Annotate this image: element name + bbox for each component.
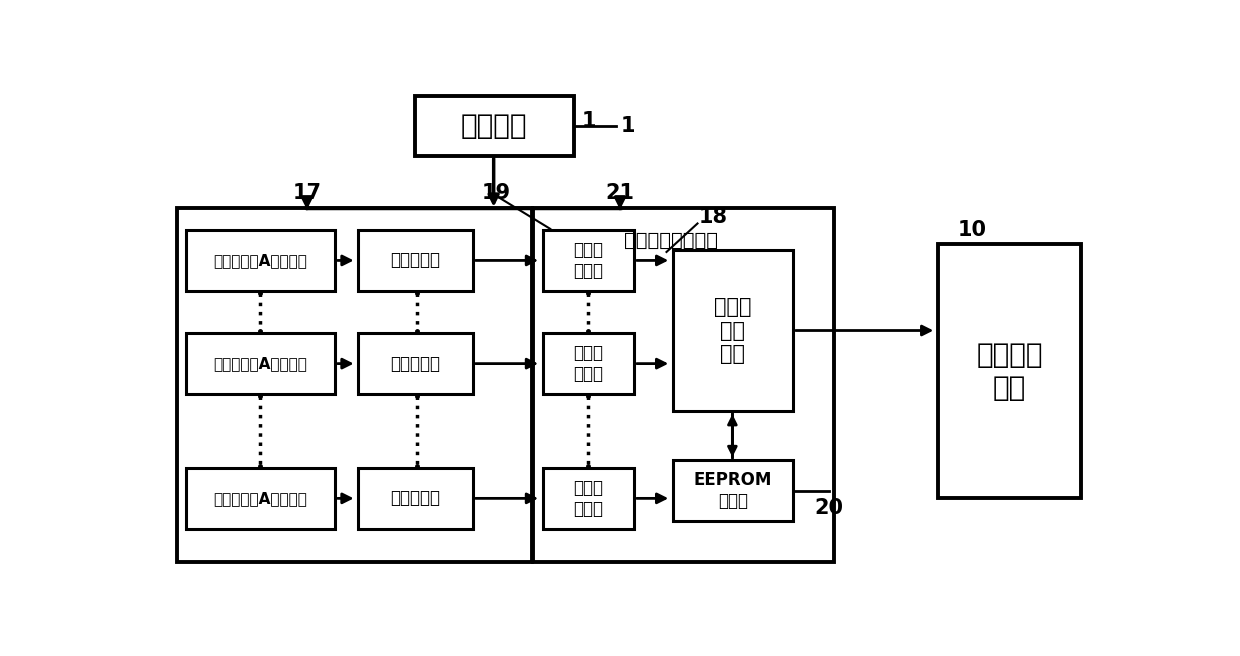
Bar [543, 468, 634, 529]
Text: 10: 10 [959, 220, 987, 240]
Bar [533, 208, 835, 562]
Bar [176, 208, 532, 562]
Text: 17: 17 [293, 182, 321, 203]
Text: 光耦隔
离模块: 光耦隔 离模块 [573, 241, 603, 280]
Text: 光耦隔
离模块: 光耦隔 离模块 [573, 479, 603, 518]
Bar [672, 250, 792, 411]
Bar [358, 468, 472, 529]
Text: 温度传感器: 温度传感器 [391, 251, 440, 270]
Text: 19: 19 [481, 182, 511, 203]
Bar [672, 460, 792, 522]
Text: 高压断路器A相上触头: 高压断路器A相上触头 [213, 491, 308, 506]
Text: EEPROM
存储器: EEPROM 存储器 [693, 471, 773, 510]
Text: 高压断路器A相上触头: 高压断路器A相上触头 [213, 356, 308, 371]
Text: 温度传感器: 温度传感器 [391, 355, 440, 373]
Text: 20: 20 [815, 499, 843, 518]
Bar [186, 230, 335, 291]
Bar [414, 96, 573, 155]
Text: 无线收发
模块: 无线收发 模块 [976, 341, 1043, 401]
Text: 高压断路器A相上触头: 高压断路器A相上触头 [213, 253, 308, 268]
Text: 1: 1 [582, 111, 596, 131]
Bar [937, 244, 1081, 499]
Text: 1: 1 [620, 115, 635, 136]
Text: 21: 21 [605, 182, 635, 203]
Bar [543, 333, 634, 394]
Text: 温度传感器: 温度传感器 [391, 489, 440, 507]
Bar [543, 230, 634, 291]
Text: 18: 18 [698, 207, 728, 228]
Text: 触头温升监控终端: 触头温升监控终端 [624, 231, 718, 250]
Bar [186, 333, 335, 394]
Bar [358, 230, 472, 291]
Text: 光耦隔
离模块: 光耦隔 离模块 [573, 344, 603, 383]
Bar [186, 468, 335, 529]
Text: 电源模块: 电源模块 [461, 112, 527, 140]
Bar [358, 333, 472, 394]
Text: 单片机
最小
系统: 单片机 最小 系统 [714, 297, 751, 363]
